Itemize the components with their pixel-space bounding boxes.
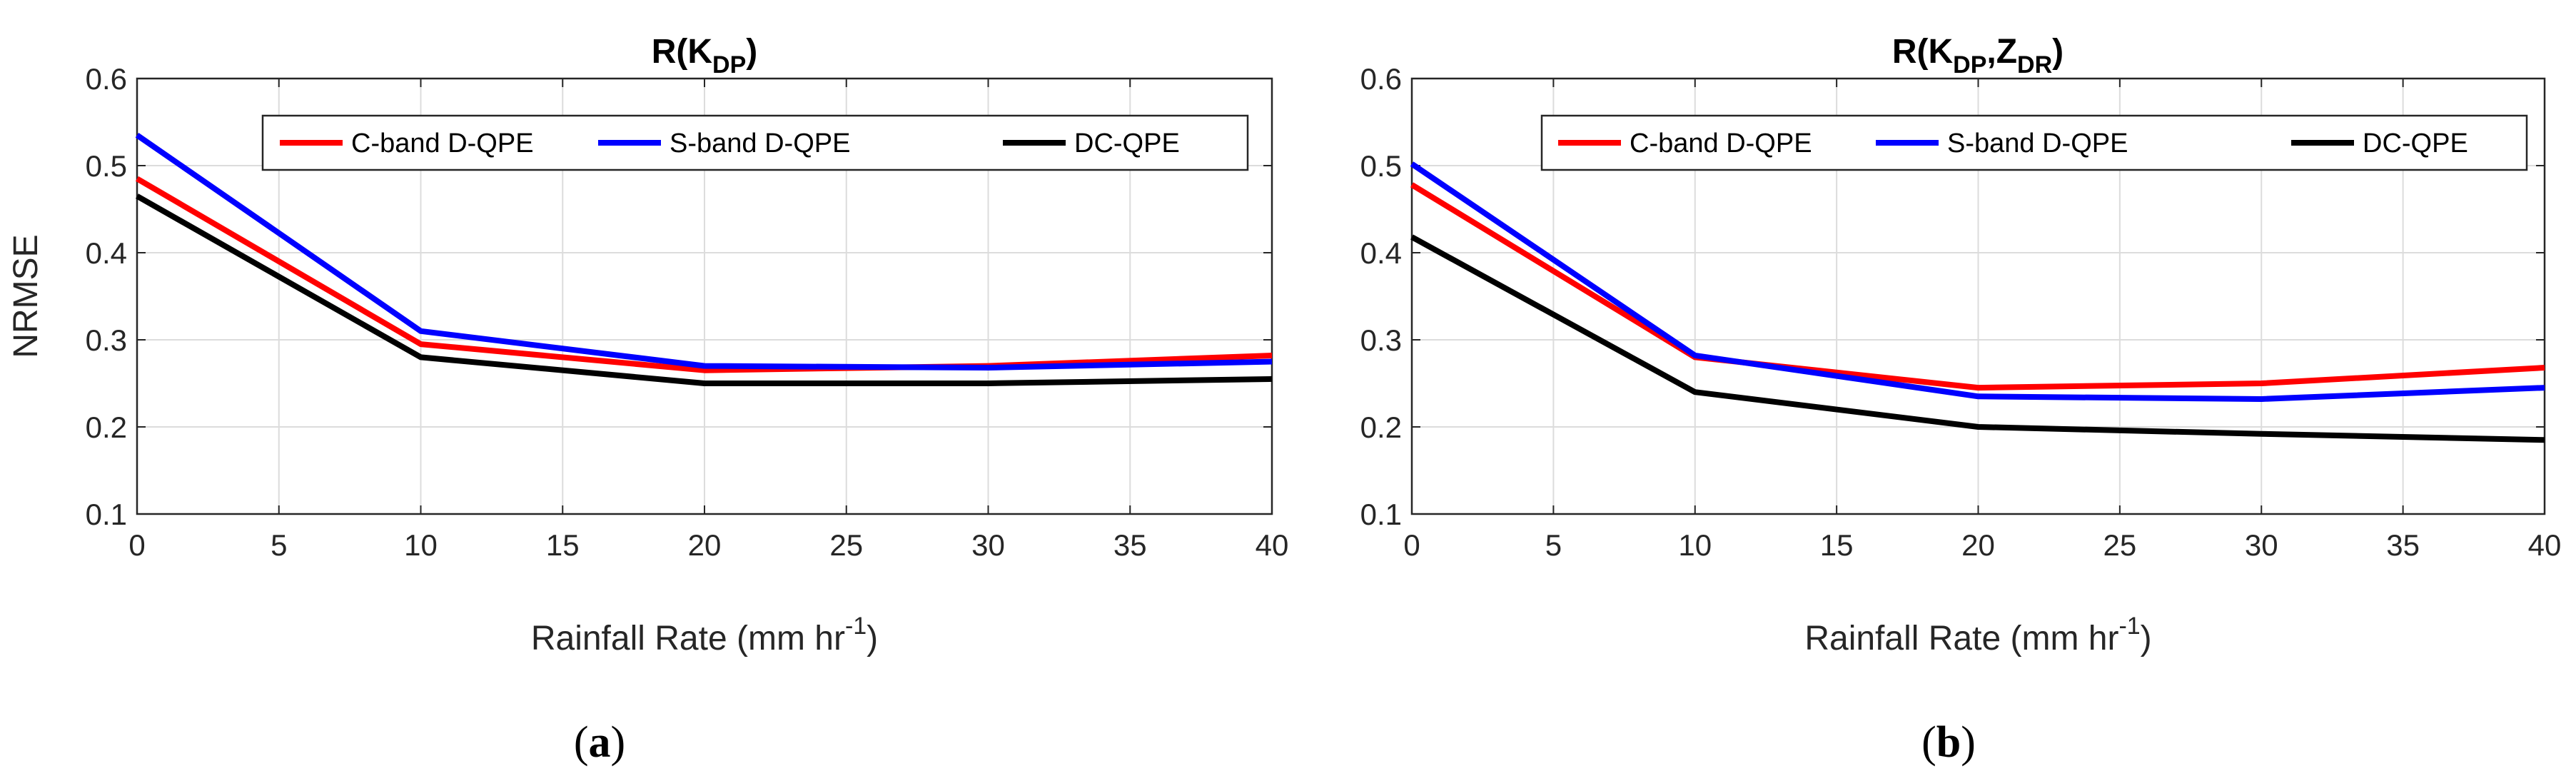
y-tick-label: 0.3 xyxy=(86,323,127,357)
title-close: ) xyxy=(746,33,757,71)
x-tick-label: 0 xyxy=(1403,528,1420,562)
legend-label: DC-QPE xyxy=(2363,129,2468,158)
xlabel-close: ) xyxy=(2141,620,2152,657)
x-tick-label: 25 xyxy=(829,528,863,562)
chart-b: 0 5 10 15 20 25 30 35 40 0.1 0.2 0.3 0.4 0.5 0.6 C-band… xyxy=(1360,33,2562,767)
panel-label: (b) xyxy=(1921,718,1976,767)
panel-letter: a xyxy=(589,718,611,767)
x-tick-label: 30 xyxy=(2245,528,2278,562)
panel-paren-close: ) xyxy=(611,718,626,767)
y-tick-label: 0.1 xyxy=(86,498,127,531)
x-axis-label: Rainfall Rate (mm hr-1) xyxy=(531,613,878,657)
x-tick-label: 20 xyxy=(1961,528,1995,562)
title-subscript: DP xyxy=(1953,51,1986,79)
x-tick-label: 15 xyxy=(1820,528,1854,562)
legend-label: DC-QPE xyxy=(1074,129,1180,158)
legend-label: C-band D-QPE xyxy=(1630,129,1812,158)
x-tick-label: 15 xyxy=(546,528,580,562)
xlabel-superscript: -1 xyxy=(2118,613,2140,640)
y-tick-label: 0.2 xyxy=(86,410,127,444)
y-axis-label: NRMSE xyxy=(7,234,45,358)
y-tick-label: 0.6 xyxy=(1360,62,1402,96)
y-tick-label: 0.3 xyxy=(1360,323,1402,357)
y-tick-label: 0.2 xyxy=(1360,410,1402,444)
x-axis-label: Rainfall Rate (mm hr-1) xyxy=(1804,613,2151,657)
title-base: R(K xyxy=(1892,33,1954,71)
title-subscript: DP xyxy=(712,51,746,79)
legend-box xyxy=(261,114,1249,171)
y-tick-label: 0.4 xyxy=(1360,236,1402,270)
title-mid: ,Z xyxy=(1986,33,2017,71)
chart-title: R(KDP,ZDR) xyxy=(1892,33,2064,79)
x-tick-label: 0 xyxy=(128,528,145,562)
xlabel-superscript: -1 xyxy=(845,613,867,640)
xlabel-close: ) xyxy=(867,620,878,657)
legend-label: S-band D-QPE xyxy=(670,129,850,158)
x-tick-label: 35 xyxy=(1113,528,1147,562)
x-tick-label: 10 xyxy=(1678,528,1712,562)
chart-title: R(KDP) xyxy=(652,33,758,79)
title-base: R(K xyxy=(652,33,713,71)
panel-letter: b xyxy=(1936,718,1961,767)
x-tick-label: 10 xyxy=(404,528,438,562)
x-tick-label: 40 xyxy=(2528,528,2562,562)
x-tick-label: 5 xyxy=(1545,528,1562,562)
y-tick-label: 0.6 xyxy=(86,62,127,96)
x-tick-label: 35 xyxy=(2386,528,2420,562)
legend-box xyxy=(1540,114,2528,171)
panel-paren-open: ( xyxy=(1921,718,1936,767)
panel-paren-open: ( xyxy=(574,718,589,767)
title-subscript-2: DR xyxy=(2017,51,2052,79)
x-tick-label: 20 xyxy=(688,528,722,562)
chart-a: 0 5 10 15 20 25 30 35 40 0.1 0.2 0.3 0.4 0.5 0.6 C-band… xyxy=(7,33,1288,767)
y-tick-label: 0.4 xyxy=(86,236,127,270)
y-tick-label: 0.1 xyxy=(1360,498,1402,531)
y-tick-label: 0.5 xyxy=(86,149,127,183)
legend-label: S-band D-QPE xyxy=(1947,129,2128,158)
panel-paren-close: ) xyxy=(1961,718,1976,767)
y-tick-label: 0.5 xyxy=(1360,149,1402,183)
title-close: ) xyxy=(2052,33,2064,71)
x-tick-label: 25 xyxy=(2103,528,2137,562)
x-tick-label: 5 xyxy=(271,528,287,562)
x-tick-label: 30 xyxy=(971,528,1005,562)
xlabel-base: Rainfall Rate (mm hr xyxy=(531,620,845,657)
xlabel-base: Rainfall Rate (mm hr xyxy=(1804,620,2118,657)
panel-label: (a) xyxy=(574,718,625,767)
x-tick-label: 40 xyxy=(1256,528,1289,562)
legend-label: C-band D-QPE xyxy=(351,129,534,158)
